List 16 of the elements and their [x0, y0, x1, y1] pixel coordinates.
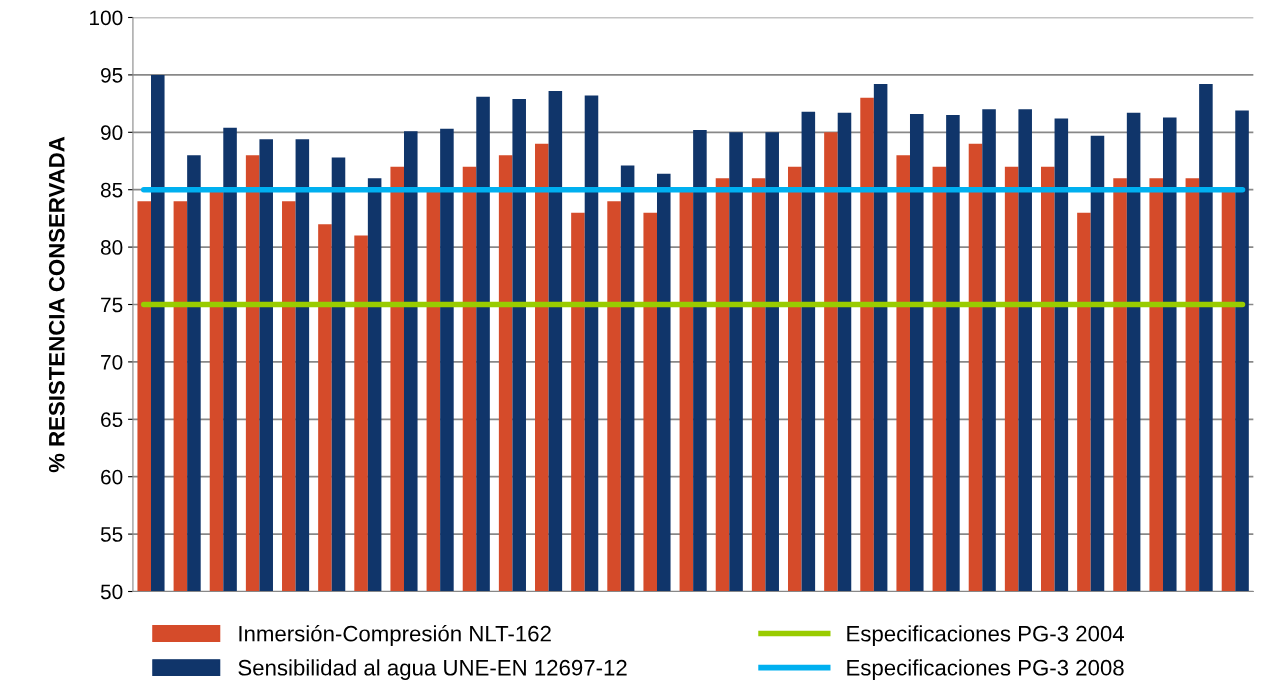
y-tick-label: 85 — [100, 182, 123, 198]
legend-label: Especificaciones PG-3 2008 — [847, 659, 1124, 680]
y-tick-label: 80 — [100, 240, 123, 255]
y-tick-label: 65 — [101, 412, 123, 428]
y-tick-label: 95 — [101, 67, 123, 83]
y-tick-label: 60 — [101, 469, 123, 485]
legend-label: Especificaciones PG-3 2004 — [847, 625, 1125, 646]
y-tick-label: 75 — [101, 297, 123, 313]
legend-label: Inmersión-Compresión NLT-162 — [239, 624, 551, 646]
y-tick-label: 70 — [101, 354, 123, 370]
y-tick-label: 55 — [100, 527, 123, 542]
y-tick-label: 100 — [90, 10, 123, 26]
y-axis-title: % RESISTENCIA CONSERVADA — [48, 136, 65, 473]
y-tick-label: 90 — [101, 125, 123, 141]
y-tick-label: 50 — [100, 584, 123, 600]
legend-label: Sensibilidad al agua UNE-EN 12697-12 — [238, 659, 627, 680]
